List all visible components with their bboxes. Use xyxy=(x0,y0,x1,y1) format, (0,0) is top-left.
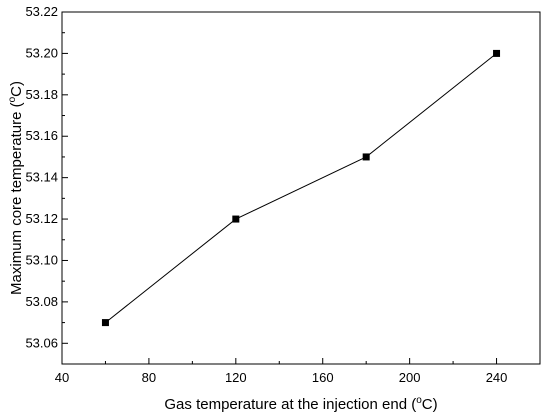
y-tick-label: 53.18 xyxy=(25,87,58,102)
series-line xyxy=(105,53,497,323)
y-axis: 53.06 53.08 53.10 53.12 53.14 53.16 53.18 53.20… xyxy=(25,4,68,365)
data-point xyxy=(362,153,370,161)
y-tick-label: 53.22 xyxy=(25,4,58,19)
y-axis-label: Maximum core temperature (oC) xyxy=(7,81,25,295)
data-point xyxy=(493,49,501,57)
y-tick-label: 53.10 xyxy=(25,252,58,267)
series-markers-group xyxy=(101,49,501,327)
y-tick-label: 53.08 xyxy=(25,294,58,309)
y-tick-label: 53.06 xyxy=(25,335,58,350)
x-axis-label: Gas temperature at the injection end (oC… xyxy=(164,395,437,413)
y-tick-label: 53.16 xyxy=(25,128,58,143)
x-tick-label: 200 xyxy=(399,370,421,385)
y-tick-label: 53.20 xyxy=(25,45,58,60)
plot-frame xyxy=(61,11,541,365)
x-tick-label: 80 xyxy=(142,370,156,385)
data-point xyxy=(101,319,109,327)
x-tick-label: 120 xyxy=(225,370,247,385)
x-axis: 40 80 120 160 200 240 xyxy=(55,358,508,385)
x-tick-label: 40 xyxy=(55,370,69,385)
x-tick-label: 160 xyxy=(312,370,334,385)
y-tick-label: 53.12 xyxy=(25,211,58,226)
data-point xyxy=(232,215,240,223)
series-line-group xyxy=(105,53,497,323)
y-tick-label: 53.14 xyxy=(25,170,58,185)
x-tick-label: 240 xyxy=(486,370,508,385)
